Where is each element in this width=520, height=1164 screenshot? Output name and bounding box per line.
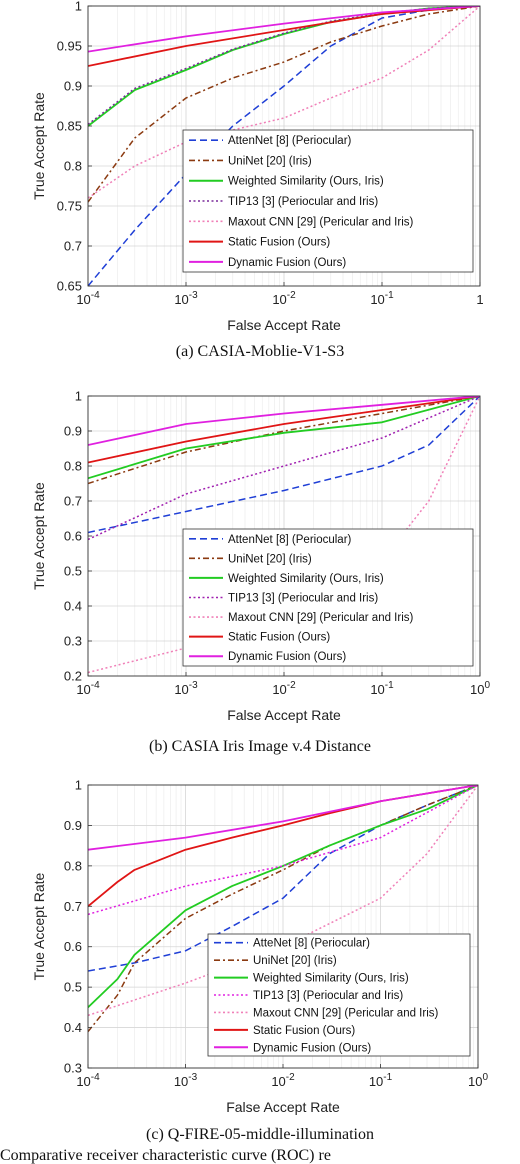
y-tick-label: 0.9 xyxy=(64,424,82,439)
x-tick-label: 10-1 xyxy=(370,290,394,307)
y-tick-label: 0.6 xyxy=(64,939,82,954)
legend-entry: Static Fusion (Ours) xyxy=(228,632,330,644)
legend: AttenNet [8] (Periocular) UniNet [20] (Ir… xyxy=(182,129,474,273)
x-tick-label: 10-2 xyxy=(272,290,296,307)
y-tick-label: 1 xyxy=(75,0,82,14)
y-axis-label: True Accept Rate xyxy=(31,482,47,590)
y-tick-label: 0.7 xyxy=(64,494,82,509)
x-tick-label: 10-3 xyxy=(174,290,198,307)
legend-entry: AttenNet [8] (Periocular) xyxy=(228,135,352,147)
chart-2: 10-4 10-3 10-2 10-1 100 0.2 0.3 0.4 0.5 0.6 0.7 0.8… xyxy=(31,389,490,756)
y-axis-label: True Accept Rate xyxy=(31,92,47,200)
y-tick-label: 0.9 xyxy=(64,79,82,94)
figure-caption: Comparative receiver characteristic curv… xyxy=(0,1147,331,1164)
y-tick-label: 0.3 xyxy=(64,634,82,649)
y-tick-label: 1 xyxy=(75,778,82,793)
series-line xyxy=(88,396,480,534)
legend-entry: Maxout CNN [29] (Pericular and Iris) xyxy=(228,612,414,624)
panel-caption: (b) CASIA Iris Image v.4 Distance xyxy=(149,738,371,755)
x-tick-label: 10-1 xyxy=(369,1072,393,1089)
x-tick-label: 10-3 xyxy=(174,680,198,697)
y-tick-label: 0.8 xyxy=(64,459,82,474)
x-tick-label: 10-2 xyxy=(271,1072,295,1089)
series-line xyxy=(88,6,480,286)
x-tick-label: 1 xyxy=(476,292,483,307)
legend-box xyxy=(182,129,474,273)
x-tick-label: 100 xyxy=(468,1072,488,1089)
series-line xyxy=(88,396,480,446)
panel-caption: (a) CASIA-Moblie-V1-S3 xyxy=(176,343,344,360)
y-tick-label: 0.95 xyxy=(57,39,82,54)
y-tick-label: 0.2 xyxy=(64,669,82,684)
x-tick-label: 10-2 xyxy=(272,680,296,697)
x-tick-label: 10-3 xyxy=(174,1072,198,1089)
series-line xyxy=(88,6,480,53)
legend-entry: Maxout CNN [29] (Pericular and Iris) xyxy=(228,216,414,228)
y-tick-label: 0.7 xyxy=(64,899,82,914)
series-line xyxy=(88,6,480,125)
legend: AtteNet [8] (Periocular) UniNet [20] (Iri… xyxy=(207,933,471,1057)
legend-entry: Static Fusion (Ours) xyxy=(228,237,330,249)
legend-entry: Weighted Similarity (Ours, Iris) xyxy=(228,176,384,188)
legend-entry: TIP13 [3] (Periocular and Iris) xyxy=(253,990,403,1002)
y-tick-label: 0.75 xyxy=(57,199,82,214)
legend: AttenNet [8] (Periocular) UniNet [20] (Ir… xyxy=(182,528,474,667)
legend-entry: AttenNet [8] (Periocular) xyxy=(228,534,352,546)
legend-entry: UniNet [20] (Iris) xyxy=(228,553,312,565)
x-tick-label: 100 xyxy=(470,680,490,697)
panel-caption: (c) Q-FIRE-05-middle-illumination xyxy=(146,1126,374,1143)
y-tick-label: 0.5 xyxy=(64,564,82,579)
series-line xyxy=(88,785,478,1033)
series-line xyxy=(88,785,478,851)
legend-box xyxy=(207,933,471,1057)
series-line xyxy=(88,6,480,199)
chart-1: 10-4 10-3 10-2 10-1 1 0.65 0.7 0.75 0.8 0.85 0.9 0.… xyxy=(31,0,484,360)
series-line xyxy=(88,396,480,480)
x-axis-label: False Accept Rate xyxy=(227,317,341,333)
y-tick-label: 0.4 xyxy=(64,599,82,614)
legend-entry: Dynamic Fusion (Ours) xyxy=(228,651,346,663)
legend-box xyxy=(182,528,474,667)
x-tick-label: 10-4 xyxy=(76,290,100,307)
series-line xyxy=(88,785,478,916)
x-tick-label: 10-4 xyxy=(76,1072,100,1089)
legend-entry: Dynamic Fusion (Ours) xyxy=(253,1042,371,1054)
legend-entry: TIP13 [3] (Periocular and Iris) xyxy=(228,196,378,208)
legend-entry: Weighted Similarity (Ours, Iris) xyxy=(253,973,409,985)
series-line xyxy=(88,396,480,674)
series-line xyxy=(88,396,480,541)
y-tick-label: 0.7 xyxy=(64,239,82,254)
legend-entry: TIP13 [3] (Periocular and Iris) xyxy=(228,593,378,605)
y-tick-label: 0.5 xyxy=(64,980,82,995)
series-line xyxy=(88,785,478,1009)
series-line xyxy=(88,396,480,464)
y-tick-label: 1 xyxy=(75,389,82,404)
y-tick-label: 0.8 xyxy=(64,159,82,174)
legend-entry: UniNet [20] (Iris) xyxy=(228,155,312,167)
y-tick-label: 0.9 xyxy=(64,818,82,833)
y-tick-label: 0.6 xyxy=(64,529,82,544)
x-tick-label: 10-4 xyxy=(76,680,100,697)
x-tick-label: 10-1 xyxy=(370,680,394,697)
y-tick-label: 0.85 xyxy=(57,119,82,134)
y-tick-label: 0.4 xyxy=(64,1020,82,1035)
chart-3: 10-4 10-3 10-2 10-1 100 0.3 0.4 0.5 0.6 0.7 0.8 0.9… xyxy=(31,778,488,1144)
series-line xyxy=(88,6,480,67)
legend-entry: UniNet [20] (Iris) xyxy=(253,955,337,967)
legend-entry: Weighted Similarity (Ours, Iris) xyxy=(228,573,384,585)
y-axis-label: True Accept Rate xyxy=(31,872,47,980)
legend-entry: AtteNet [8] (Periocular) xyxy=(253,938,370,950)
legend-entry: Static Fusion (Ours) xyxy=(253,1025,355,1037)
x-axis-label: False Accept Rate xyxy=(226,1099,340,1115)
series-line xyxy=(88,6,480,203)
y-tick-label: 0.8 xyxy=(64,858,82,873)
legend-entry: Maxout CNN [29] (Pericular and Iris) xyxy=(253,1007,439,1019)
series-line xyxy=(88,785,478,1017)
y-tick-label: 0.3 xyxy=(64,1061,82,1076)
legend-entry: Dynamic Fusion (Ours) xyxy=(228,257,346,269)
x-axis-label: False Accept Rate xyxy=(227,707,341,723)
y-tick-label: 0.65 xyxy=(57,279,82,294)
